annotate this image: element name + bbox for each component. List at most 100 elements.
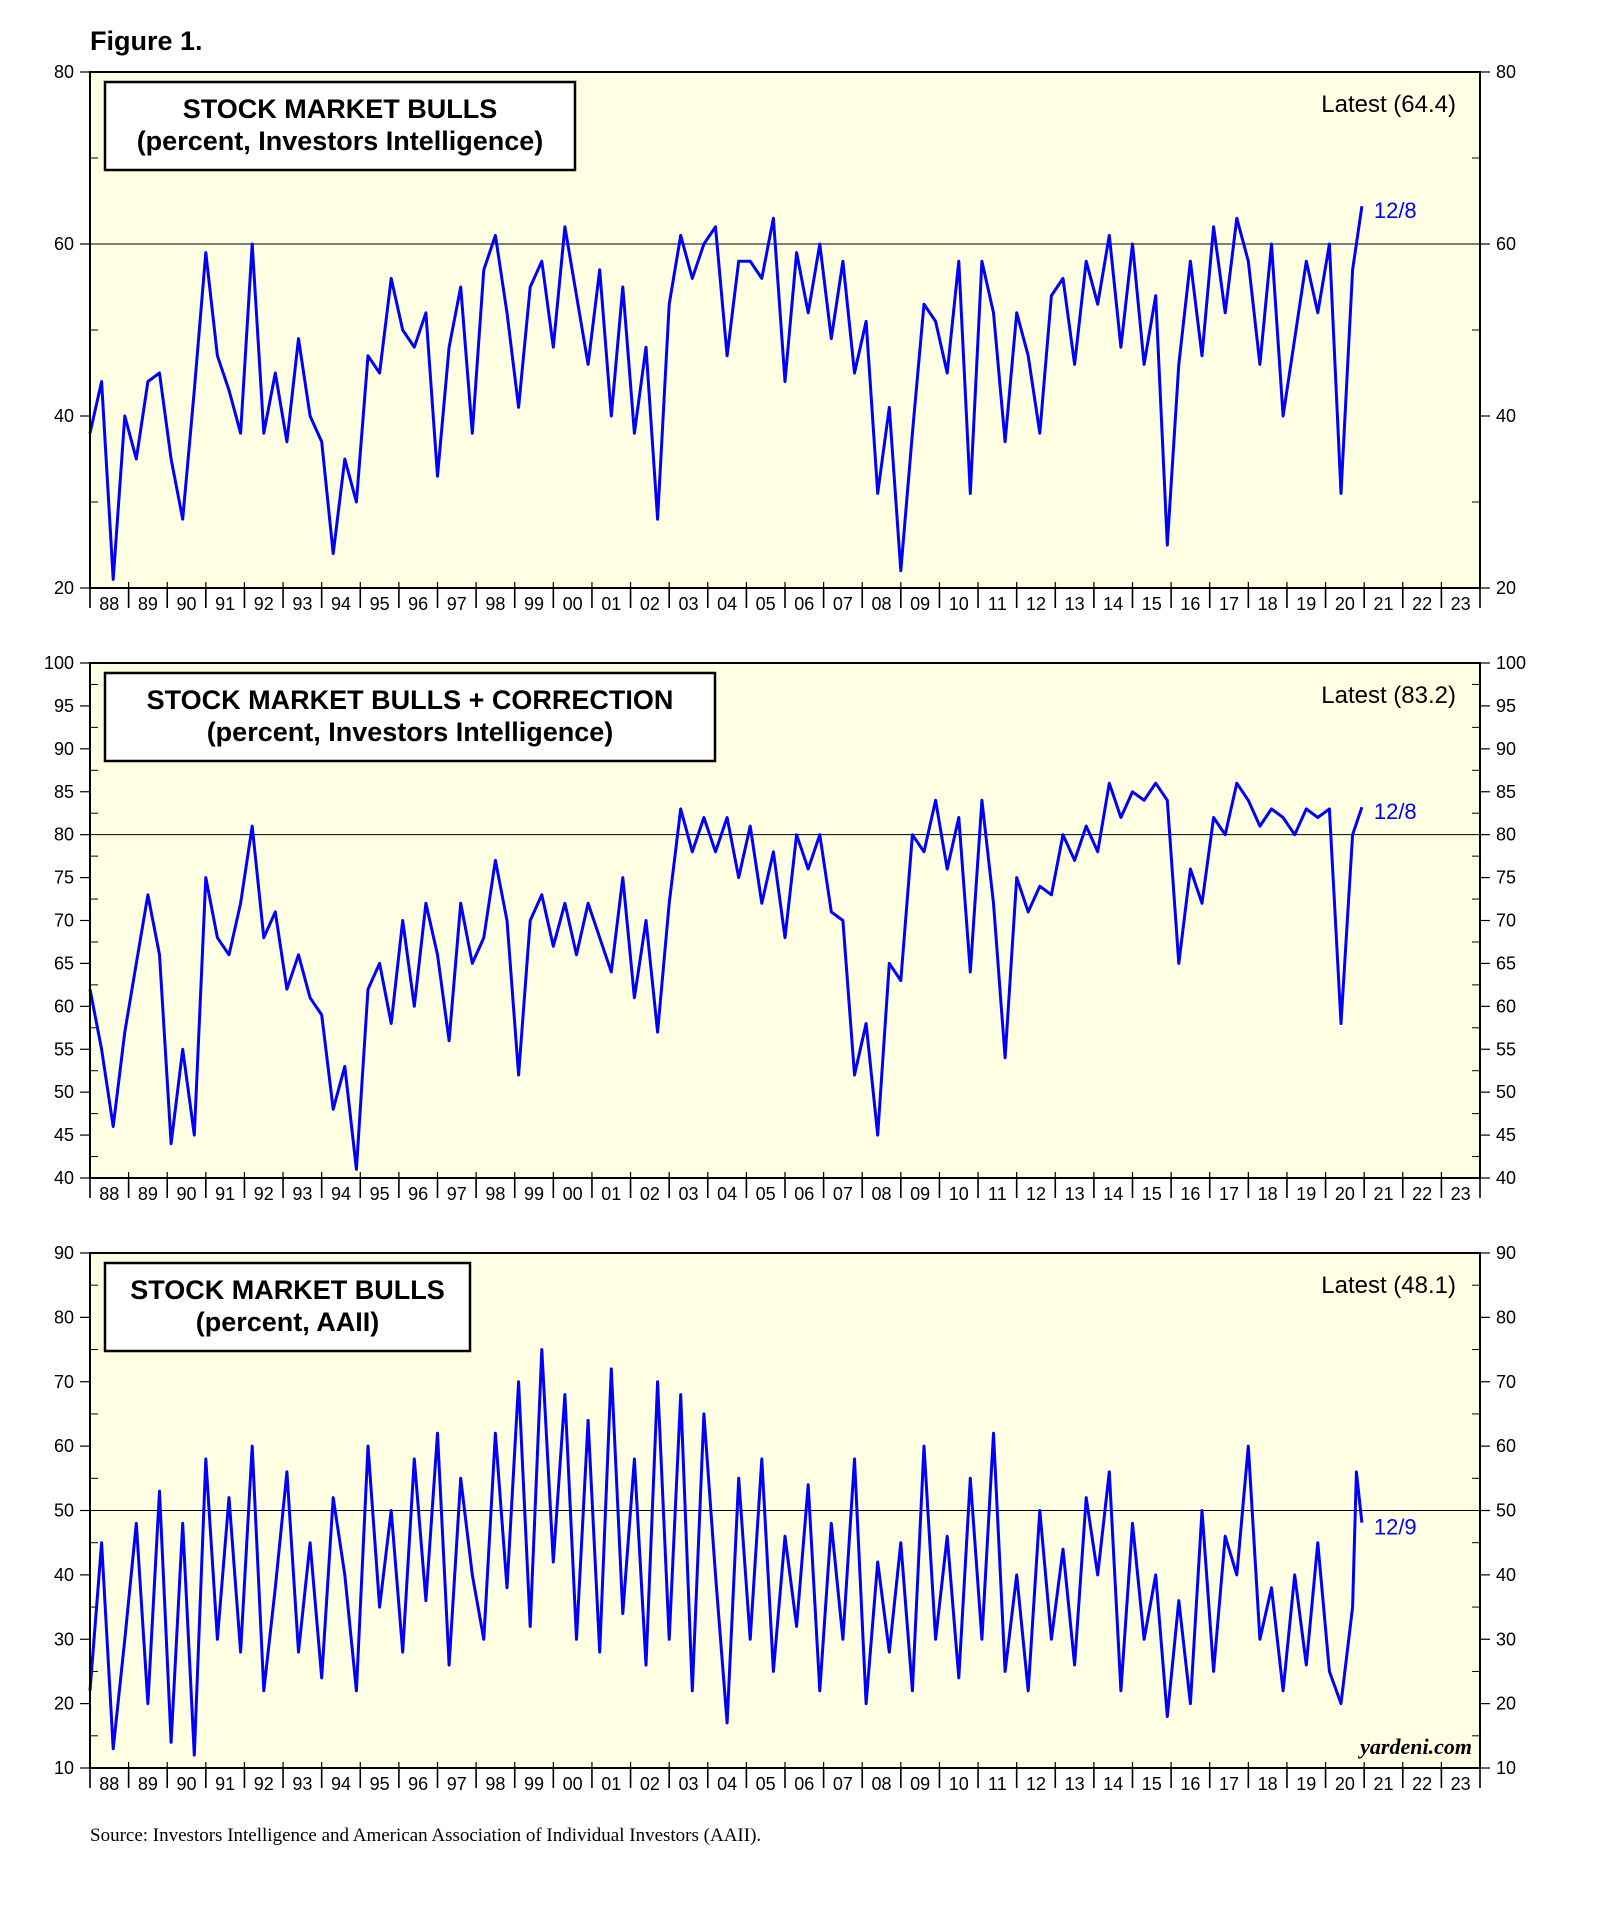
x-tick-label: 08 bbox=[872, 1184, 892, 1204]
x-tick-label: 23 bbox=[1451, 1184, 1471, 1204]
x-tick-label: 14 bbox=[1103, 1774, 1123, 1794]
x-tick-label: 12 bbox=[1026, 1184, 1046, 1204]
x-tick-label: 06 bbox=[794, 1184, 814, 1204]
x-tick-label: 10 bbox=[949, 1184, 969, 1204]
x-tick-label: 95 bbox=[370, 1184, 390, 1204]
x-tick-label: 00 bbox=[563, 1774, 583, 1794]
x-tick-label: 90 bbox=[177, 594, 197, 614]
y-tick-label-left: 40 bbox=[54, 406, 74, 426]
x-tick-label: 12 bbox=[1026, 1774, 1046, 1794]
y-tick-label-right: 40 bbox=[1496, 1565, 1516, 1585]
x-tick-label: 01 bbox=[601, 1774, 621, 1794]
x-tick-label: 05 bbox=[756, 594, 776, 614]
x-tick-label: 15 bbox=[1142, 1184, 1162, 1204]
x-tick-label: 95 bbox=[370, 1774, 390, 1794]
x-tick-label: 07 bbox=[833, 594, 853, 614]
end-date-label: 12/8 bbox=[1374, 799, 1417, 824]
x-tick-label: 97 bbox=[447, 1184, 467, 1204]
chart-panel-1: 20 20 40 40 60 60 80 80 88 89 90 91 92 93 94 95 96 97 98 99… bbox=[54, 62, 1516, 614]
chart-title: STOCK MARKET BULLS bbox=[183, 94, 498, 124]
y-tick-label-left: 45 bbox=[54, 1125, 74, 1145]
x-tick-label: 90 bbox=[177, 1774, 197, 1794]
figure-label: Figure 1. bbox=[90, 26, 203, 56]
x-tick-label: 16 bbox=[1180, 1184, 1200, 1204]
x-tick-label: 92 bbox=[254, 1184, 274, 1204]
chart-title: STOCK MARKET BULLS + CORRECTION bbox=[147, 685, 674, 715]
y-tick-label-left: 75 bbox=[54, 868, 74, 888]
x-tick-label: 18 bbox=[1258, 594, 1278, 614]
x-tick-label: 98 bbox=[485, 594, 505, 614]
y-tick-label-right: 45 bbox=[1496, 1125, 1516, 1145]
y-tick-label-left: 80 bbox=[54, 1307, 74, 1327]
x-tick-label: 12 bbox=[1026, 594, 1046, 614]
y-tick-label-left: 40 bbox=[54, 1565, 74, 1585]
x-tick-label: 19 bbox=[1296, 1184, 1316, 1204]
x-tick-label: 19 bbox=[1296, 1774, 1316, 1794]
x-tick-label: 94 bbox=[331, 1774, 351, 1794]
chart-panel-2: 40 40 45 45 50 50 55 55 60 60 65 65 70 70 75 75 80 80 85 85… bbox=[44, 653, 1526, 1204]
y-tick-label-right: 40 bbox=[1496, 406, 1516, 426]
y-tick-label-right: 20 bbox=[1496, 578, 1516, 598]
x-tick-label: 01 bbox=[601, 1184, 621, 1204]
latest-value-label: Latest (48.1) bbox=[1321, 1272, 1456, 1299]
chart-subtitle: (percent, AAII) bbox=[196, 1307, 380, 1337]
y-tick-label-right: 100 bbox=[1496, 653, 1526, 673]
x-tick-label: 04 bbox=[717, 1774, 737, 1794]
y-tick-label-right: 50 bbox=[1496, 1501, 1516, 1521]
x-tick-label: 89 bbox=[138, 1184, 158, 1204]
x-tick-label: 89 bbox=[138, 1774, 158, 1794]
watermark: yardeni.com bbox=[1357, 1734, 1472, 1759]
y-tick-label-left: 95 bbox=[54, 696, 74, 716]
x-tick-label: 96 bbox=[408, 1774, 428, 1794]
title-box bbox=[103, 1261, 472, 1353]
x-tick-label: 92 bbox=[254, 594, 274, 614]
x-tick-label: 21 bbox=[1373, 1184, 1393, 1204]
x-tick-label: 88 bbox=[99, 1774, 119, 1794]
x-tick-label: 96 bbox=[408, 594, 428, 614]
x-tick-label: 23 bbox=[1451, 594, 1471, 614]
y-tick-label-right: 70 bbox=[1496, 1372, 1516, 1392]
x-tick-label: 16 bbox=[1180, 1774, 1200, 1794]
x-tick-label: 04 bbox=[717, 594, 737, 614]
chart-panel-3: 10 10 20 20 30 30 40 40 50 50 60 60 70 70 80 80 90 90 88 89… bbox=[54, 1243, 1516, 1794]
source-note: Source: Investors Intelligence and Ameri… bbox=[90, 1825, 762, 1846]
x-tick-label: 00 bbox=[563, 594, 583, 614]
y-tick-label-right: 90 bbox=[1496, 1243, 1516, 1263]
x-tick-label: 93 bbox=[292, 1774, 312, 1794]
plot-frame bbox=[89, 1252, 1481, 1769]
y-tick-label-right: 20 bbox=[1496, 1694, 1516, 1714]
x-tick-label: 11 bbox=[988, 594, 1007, 614]
x-tick-label: 21 bbox=[1373, 594, 1393, 614]
x-tick-label: 16 bbox=[1180, 594, 1200, 614]
x-tick-label: 05 bbox=[756, 1184, 776, 1204]
x-tick-label: 03 bbox=[678, 1774, 698, 1794]
x-tick-label: 15 bbox=[1142, 594, 1162, 614]
y-tick-label-left: 30 bbox=[54, 1629, 74, 1649]
y-tick-label-right: 90 bbox=[1496, 739, 1516, 759]
x-tick-label: 22 bbox=[1412, 1774, 1432, 1794]
x-tick-label: 91 bbox=[215, 594, 235, 614]
y-tick-label-left: 20 bbox=[54, 1694, 74, 1714]
x-tick-label: 17 bbox=[1219, 1774, 1239, 1794]
x-tick-label: 94 bbox=[331, 1184, 351, 1204]
series-line bbox=[88, 205, 1364, 581]
y-tick-label-left: 100 bbox=[44, 653, 74, 673]
y-tick-label-left: 60 bbox=[54, 1436, 74, 1456]
x-tick-label: 06 bbox=[794, 594, 814, 614]
x-tick-label: 05 bbox=[756, 1774, 776, 1794]
x-tick-label: 96 bbox=[408, 1184, 428, 1204]
x-tick-label: 18 bbox=[1258, 1184, 1278, 1204]
plot-frame bbox=[89, 71, 1481, 589]
x-tick-label: 93 bbox=[292, 594, 312, 614]
chart-subtitle: (percent, Investors Intelligence) bbox=[137, 126, 544, 156]
x-tick-label: 10 bbox=[949, 1774, 969, 1794]
x-tick-label: 93 bbox=[292, 1184, 312, 1204]
x-tick-label: 02 bbox=[640, 594, 660, 614]
y-tick-label-right: 80 bbox=[1496, 825, 1516, 845]
x-tick-label: 92 bbox=[254, 1774, 274, 1794]
x-tick-label: 03 bbox=[678, 594, 698, 614]
y-tick-label-right: 60 bbox=[1496, 996, 1516, 1016]
x-tick-label: 17 bbox=[1219, 1184, 1239, 1204]
x-tick-label: 02 bbox=[640, 1774, 660, 1794]
x-tick-label: 90 bbox=[177, 1184, 197, 1204]
